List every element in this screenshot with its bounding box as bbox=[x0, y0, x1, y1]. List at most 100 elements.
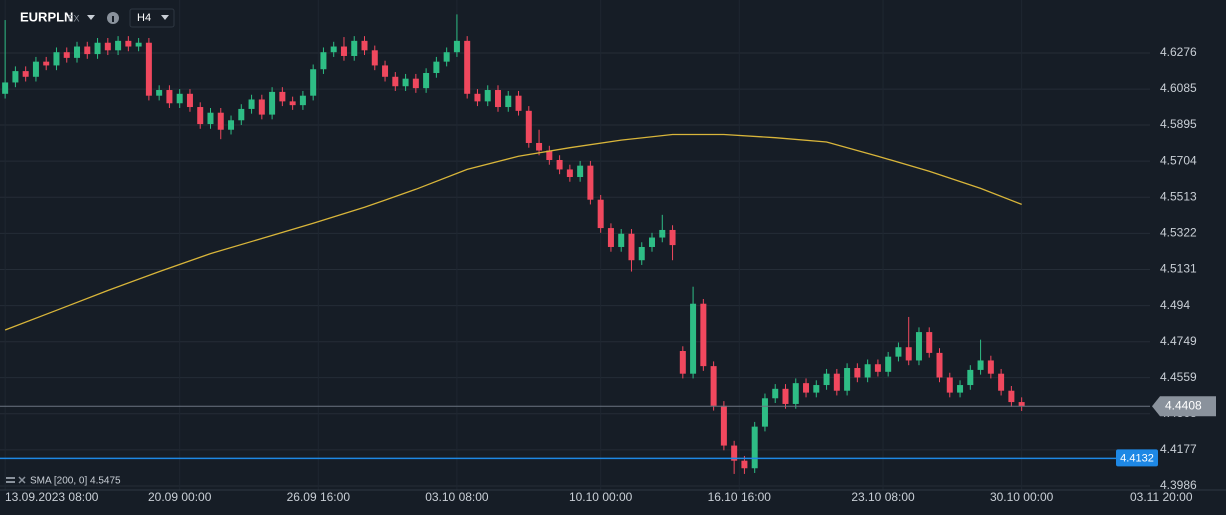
candle-body bbox=[597, 199, 604, 229]
candle-body bbox=[556, 159, 563, 170]
candle-body bbox=[823, 373, 830, 386]
last-price-box bbox=[1152, 396, 1216, 417]
candle-body bbox=[751, 426, 758, 469]
candle-body bbox=[669, 229, 676, 246]
remove-indicator[interactable] bbox=[18, 476, 26, 484]
y-tick-label: 4.5704 bbox=[1160, 153, 1197, 167]
candle-body bbox=[505, 95, 512, 108]
candle-body bbox=[299, 95, 306, 106]
y-tick-label: 4.5895 bbox=[1160, 117, 1197, 131]
timeframe[interactable]: H4 bbox=[137, 12, 151, 24]
x-tick-label: 16.10 16:00 bbox=[708, 490, 772, 504]
candle-body bbox=[94, 42, 101, 55]
candle-body bbox=[566, 169, 573, 178]
candle-body bbox=[700, 303, 707, 367]
candle-body bbox=[915, 332, 922, 361]
candle-body bbox=[433, 61, 440, 73]
candle-body bbox=[761, 398, 768, 427]
candle-body bbox=[176, 93, 183, 104]
candle-body bbox=[197, 107, 204, 125]
candle-body bbox=[289, 101, 296, 106]
candle-body bbox=[43, 61, 50, 66]
candle-body bbox=[967, 369, 974, 386]
y-tick-label: 4.494 bbox=[1160, 298, 1190, 312]
candle-body bbox=[145, 42, 152, 96]
candle-body bbox=[351, 40, 358, 56]
candle-body bbox=[659, 229, 666, 238]
candle-body bbox=[115, 40, 122, 51]
candle-body bbox=[628, 233, 635, 261]
candle-body bbox=[1018, 402, 1025, 407]
candle-body bbox=[638, 246, 645, 261]
candle-body bbox=[895, 347, 902, 357]
candle-body bbox=[679, 350, 686, 374]
symbol-dropdown[interactable] bbox=[87, 15, 95, 20]
candle-body bbox=[464, 40, 471, 94]
candle-body bbox=[782, 388, 789, 404]
candle-body bbox=[371, 50, 378, 66]
candle-body bbox=[166, 90, 173, 104]
candle-body bbox=[607, 228, 614, 247]
candle-body bbox=[864, 364, 871, 378]
candle-body bbox=[474, 93, 481, 102]
legend-icon[interactable] bbox=[6, 477, 15, 479]
candle-body bbox=[772, 388, 779, 399]
candle-body bbox=[618, 233, 625, 247]
last-price-label: 4.4408 bbox=[1165, 398, 1202, 412]
candle-body bbox=[382, 65, 389, 77]
candle-body bbox=[32, 61, 39, 77]
candle-body bbox=[310, 69, 317, 96]
candle-body bbox=[412, 78, 419, 89]
axes: 4.6276 4.6085 4.5895 4.5704 4.5513 4.5322 4.51… bbox=[0, 45, 1226, 513]
y-tick-label: 4.3986 bbox=[1160, 478, 1197, 492]
candle-body bbox=[104, 42, 111, 51]
candle-body bbox=[74, 46, 81, 58]
legend-icon[interactable] bbox=[6, 481, 15, 483]
x-tick-label: 03.10 08:00 bbox=[425, 490, 489, 504]
candle-body bbox=[494, 90, 501, 108]
candle-body bbox=[885, 356, 892, 372]
x-tick-label: 26.09 16:00 bbox=[287, 490, 351, 504]
candle-body bbox=[53, 52, 60, 66]
candle-body bbox=[392, 76, 399, 87]
candle-body bbox=[12, 71, 19, 83]
candle-body bbox=[217, 112, 224, 130]
x-tick-label: 30.10 00:00 bbox=[990, 490, 1054, 504]
candle-body bbox=[84, 46, 91, 55]
y-tick-label: 4.6085 bbox=[1160, 81, 1197, 95]
candle-body bbox=[926, 332, 933, 353]
candle-body bbox=[803, 383, 810, 393]
header: EURPLN FX H4 bbox=[20, 8, 175, 28]
candle-body bbox=[361, 40, 368, 51]
candle-body bbox=[443, 52, 450, 62]
candle-body bbox=[238, 108, 245, 121]
y-tick-label: 4.6276 bbox=[1160, 45, 1197, 59]
info-glyph bbox=[112, 16, 114, 22]
candle-body bbox=[720, 405, 727, 446]
y-tick-label: 4.5513 bbox=[1160, 189, 1197, 203]
candle-body bbox=[340, 46, 347, 56]
y-tick-label: 4.4177 bbox=[1160, 442, 1197, 456]
candle-body bbox=[854, 368, 861, 378]
timeframe-box[interactable] bbox=[129, 8, 175, 28]
candle-body bbox=[125, 40, 132, 47]
grid bbox=[0, 0, 1150, 490]
x-tick-label: 23.10 08:00 bbox=[851, 490, 915, 504]
candle-body bbox=[957, 385, 964, 393]
candle-body bbox=[248, 99, 255, 109]
candle-body bbox=[515, 95, 522, 111]
candle-body bbox=[536, 142, 543, 151]
symbol[interactable]: EURPLN bbox=[20, 9, 73, 24]
candle-body bbox=[2, 82, 9, 94]
timeframe-dropdown[interactable] bbox=[161, 15, 169, 20]
time-label-box bbox=[1122, 491, 1226, 513]
indicator-label: SMA [200, 0] 4.5475 bbox=[30, 476, 121, 487]
candle-body bbox=[135, 42, 142, 47]
candle-body bbox=[710, 366, 717, 406]
y-tick-label: 4.5131 bbox=[1160, 262, 1197, 276]
candle-body bbox=[977, 360, 984, 370]
candle-body bbox=[207, 112, 214, 125]
